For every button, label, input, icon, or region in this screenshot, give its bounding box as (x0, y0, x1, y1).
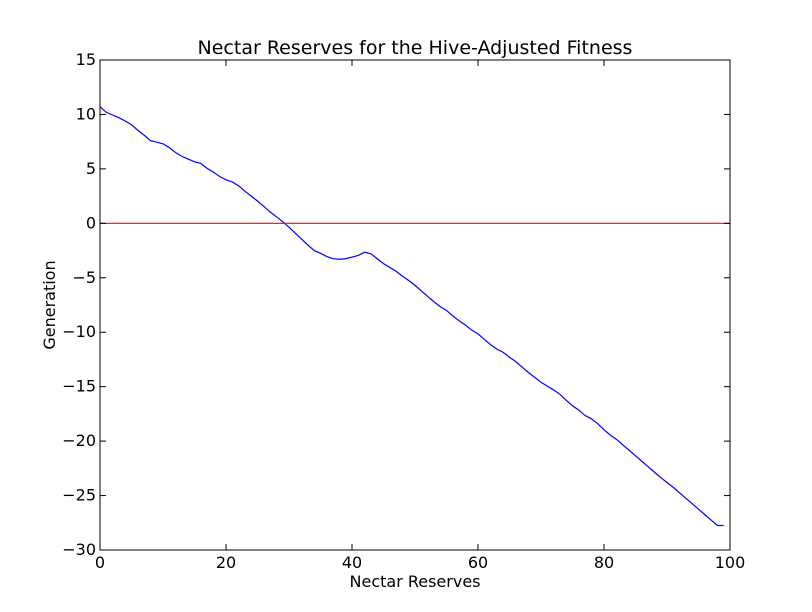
y-tick-label: −20 (62, 431, 96, 450)
x-axis-ticks: 0 20 40 60 80 100 (95, 60, 745, 572)
y-tick-label: 0 (86, 213, 96, 232)
x-tick-label: 40 (342, 553, 362, 572)
chart-title: Nectar Reserves for the Hive-Adjusted Fi… (198, 37, 633, 59)
y-tick-label: 10 (76, 104, 96, 123)
y-axis-ticks: 15 10 5 0 −5 −10 −15 −20 −25 −30 (62, 50, 730, 559)
y-tick-label: −15 (62, 377, 96, 396)
y-tick-label: −30 (62, 540, 96, 559)
series-line-main (99, 106, 724, 527)
series-layer (99, 106, 730, 527)
x-tick-label: 80 (594, 553, 614, 572)
x-tick-label: 0 (95, 553, 105, 572)
y-axis-label: Generation (40, 260, 59, 349)
x-axis-label: Nectar Reserves (350, 572, 481, 591)
plot-frame (99, 59, 731, 551)
y-tick-label: −10 (62, 322, 96, 341)
y-tick-label: 15 (76, 50, 96, 69)
y-tick-label: −5 (72, 268, 96, 287)
y-tick-label: 5 (86, 159, 96, 178)
x-tick-label: 100 (715, 553, 746, 572)
plot-area (99, 59, 731, 551)
y-tick-label: −25 (62, 486, 96, 505)
x-tick-label: 20 (216, 553, 236, 572)
x-tick-label: 60 (468, 553, 488, 572)
plot-background (100, 60, 730, 550)
